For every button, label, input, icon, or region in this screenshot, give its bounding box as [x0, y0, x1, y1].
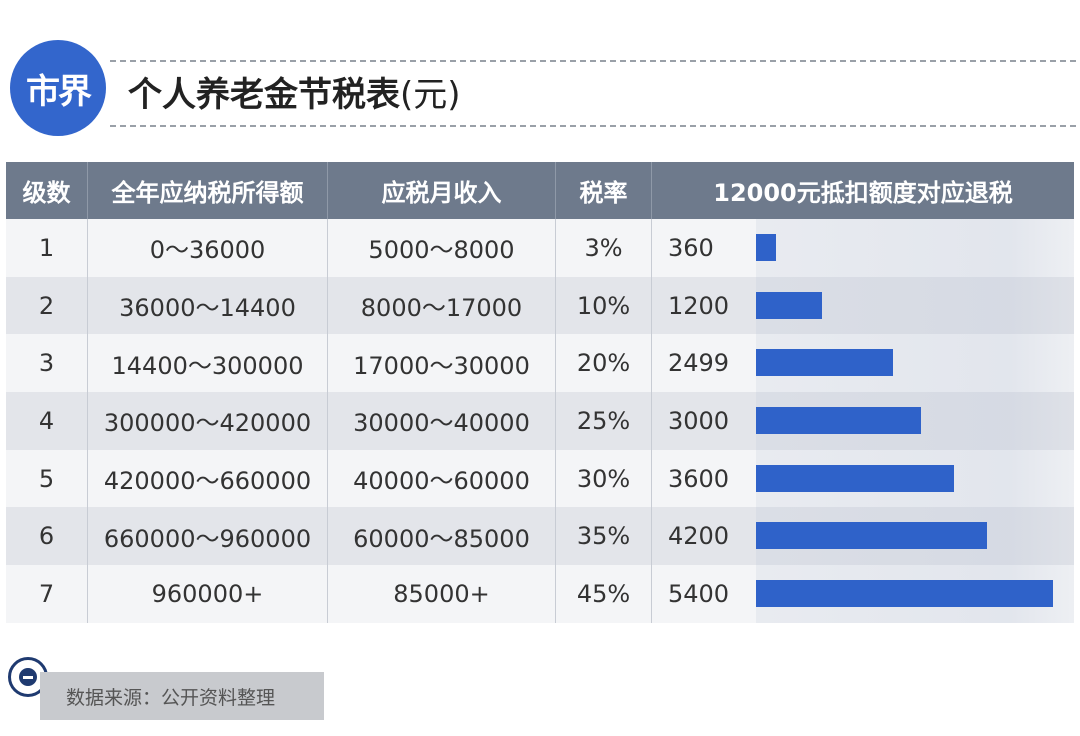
cell-level: 2 — [6, 276, 88, 335]
refund-value: 2499 — [668, 349, 730, 378]
title-unit: (元) — [400, 75, 461, 115]
bar-track — [756, 565, 1074, 623]
bar-background — [756, 219, 1074, 277]
cell-tax-rate: 3% — [556, 219, 652, 277]
header-annual-income: 全年应纳税所得额 — [88, 162, 328, 219]
cell-tax-rate: 45% — [556, 565, 652, 623]
divider-bottom — [110, 125, 1076, 127]
cell-refund: 1200 — [652, 276, 1074, 335]
cell-monthly-income: 60000～85000 — [328, 507, 556, 566]
cell-level: 6 — [6, 507, 88, 566]
header-level: 级数 — [6, 162, 88, 219]
divider-top — [110, 60, 1076, 62]
refund-bar — [756, 407, 921, 435]
source-note: 数据来源：公开资料整理 — [40, 672, 324, 720]
cell-tax-rate: 25% — [556, 392, 652, 450]
cell-level: 5 — [6, 449, 88, 508]
tax-table: 级数 全年应纳税所得额 应税月收入 税率 12000元抵扣额度对应退税 1 0～3… — [6, 162, 1074, 623]
bar-track — [756, 507, 1074, 566]
table-row: 1 0～36000 5000～8000 3% 360 — [6, 219, 1074, 277]
refund-bar — [756, 522, 987, 550]
refund-bar — [756, 349, 893, 377]
refund-value: 360 — [668, 233, 714, 262]
table-row: 3 14400～300000 17000～30000 20% 2499 — [6, 334, 1074, 393]
bar-track — [756, 392, 1074, 450]
cell-refund: 2499 — [652, 334, 1074, 393]
table-row: 7 960000+ 85000+ 45% 5400 — [6, 565, 1074, 623]
cell-monthly-income: 8000～17000 — [328, 276, 556, 335]
cell-refund: 5400 — [652, 565, 1074, 623]
cell-tax-rate: 35% — [556, 507, 652, 566]
refund-value: 5400 — [668, 579, 730, 608]
cell-monthly-income: 5000～8000 — [328, 219, 556, 277]
page-title: 个人养老金节税表(元) — [128, 70, 461, 120]
bar-track — [756, 219, 1074, 277]
cell-monthly-income: 17000～30000 — [328, 334, 556, 393]
refund-bar — [756, 464, 954, 492]
cell-refund: 3600 — [652, 449, 1074, 508]
cell-tax-rate: 30% — [556, 449, 652, 508]
table-row: 6 660000～960000 60000～85000 35% 4200 — [6, 507, 1074, 566]
cell-tax-rate: 20% — [556, 334, 652, 393]
cell-annual-income: 300000～420000 — [88, 392, 328, 450]
cell-annual-income: 960000+ — [88, 565, 328, 623]
cell-refund: 360 — [652, 219, 1074, 277]
refund-bar — [756, 580, 1053, 608]
table-row: 4 300000～420000 30000～40000 25% 3000 — [6, 392, 1074, 450]
header-tax-rate: 税率 — [556, 162, 652, 219]
cell-annual-income: 420000～660000 — [88, 449, 328, 508]
header-refund: 12000元抵扣额度对应退税 — [713, 179, 1013, 207]
bar-track — [756, 449, 1074, 508]
cell-monthly-income: 85000+ — [328, 565, 556, 623]
cell-level: 3 — [6, 334, 88, 393]
bar-track — [756, 334, 1074, 393]
cell-annual-income: 14400～300000 — [88, 334, 328, 393]
table-row: 5 420000～660000 40000～60000 30% 3600 — [6, 449, 1074, 508]
title-text: 个人养老金节税表 — [128, 75, 400, 115]
table-row: 2 36000～14400 8000～17000 10% 1200 — [6, 276, 1074, 335]
cell-monthly-income: 30000～40000 — [328, 392, 556, 450]
bar-track — [756, 276, 1074, 335]
cell-level: 7 — [6, 565, 88, 623]
refund-value: 3600 — [668, 464, 730, 493]
refund-value: 1200 — [668, 291, 730, 320]
cell-annual-income: 0～36000 — [88, 219, 328, 277]
cell-annual-income: 660000～960000 — [88, 507, 328, 566]
refund-value: 4200 — [668, 522, 730, 551]
cell-level: 1 — [6, 219, 88, 277]
cell-monthly-income: 40000～60000 — [328, 449, 556, 508]
refund-bar — [756, 234, 776, 261]
refund-bar — [756, 291, 822, 319]
table-header-row: 级数 全年应纳税所得额 应税月收入 税率 12000元抵扣额度对应退税 — [6, 162, 1074, 219]
cell-tax-rate: 10% — [556, 276, 652, 335]
cell-refund: 3000 — [652, 392, 1074, 450]
cell-level: 4 — [6, 392, 88, 450]
brand-logo: 市界 — [10, 40, 106, 136]
cell-refund: 4200 — [652, 507, 1074, 566]
cell-annual-income: 36000～14400 — [88, 276, 328, 335]
table-body: 1 0～36000 5000～8000 3% 360 2 36000～14400 8000～1… — [6, 219, 1074, 623]
header-monthly-income: 应税月收入 — [328, 162, 556, 219]
refund-value: 3000 — [668, 406, 730, 435]
